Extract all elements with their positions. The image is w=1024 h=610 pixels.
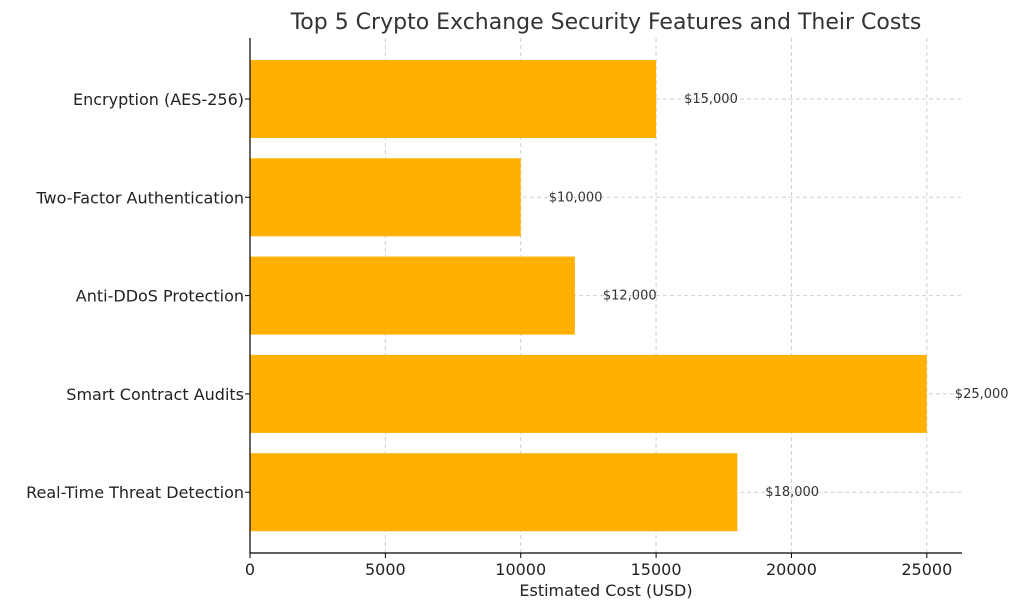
label-layer: Encryption (AES-256) $15,000 Two-Factor Au… xyxy=(26,90,1008,502)
bar xyxy=(250,158,521,237)
x-tick-layer: 0 5000 10000 15000 20000 25000 xyxy=(245,553,952,579)
chart-title: Top 5 Crypto Exchange Security Features … xyxy=(290,10,922,35)
bar xyxy=(250,256,575,335)
x-tick-label: 20000 xyxy=(766,560,817,579)
category-label: Real-Time Threat Detection xyxy=(26,483,244,502)
data-label: $12,000 xyxy=(603,289,657,304)
x-tick-label: 10000 xyxy=(495,560,546,579)
category-label: Smart Contract Audits xyxy=(66,385,244,404)
category-label: Anti-DDoS Protection xyxy=(76,287,244,306)
bar xyxy=(250,453,738,532)
data-label: $18,000 xyxy=(765,485,819,500)
category-label: Encryption (AES-256) xyxy=(73,90,244,109)
bar xyxy=(250,354,927,433)
x-tick-label: 0 xyxy=(245,560,255,579)
data-label: $15,000 xyxy=(684,92,738,107)
data-label: $25,000 xyxy=(955,387,1009,402)
bar-layer xyxy=(250,60,927,532)
x-tick-label: 25000 xyxy=(901,560,952,579)
category-label: Two-Factor Authentication xyxy=(35,188,244,207)
x-tick-label: 15000 xyxy=(631,560,682,579)
bar xyxy=(250,60,657,138)
x-tick-label: 5000 xyxy=(365,560,406,579)
data-label: $10,000 xyxy=(549,190,603,205)
x-axis-label: Estimated Cost (USD) xyxy=(519,581,692,600)
